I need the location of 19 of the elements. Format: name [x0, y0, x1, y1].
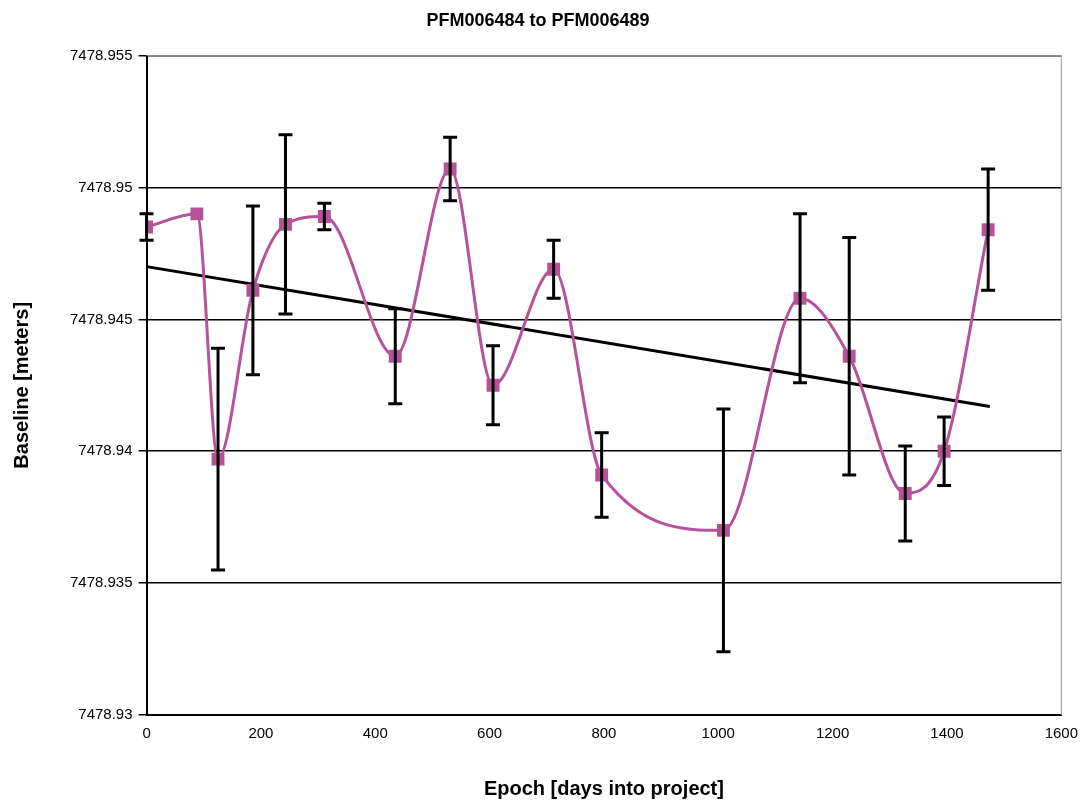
y-tick-label: 7478.95	[78, 177, 133, 195]
point	[190, 207, 204, 221]
x-axis-title: Epoch [days into project]	[483, 776, 724, 799]
y-tick-label: 7478.935	[69, 573, 133, 591]
y-tick-label: 7478.93	[78, 705, 133, 723]
x-tick-label: 200	[248, 724, 274, 742]
x-tick-label: 1200	[815, 724, 850, 742]
x-tick-label: 1600	[1044, 724, 1078, 742]
x-tick-label: 1400	[930, 724, 964, 742]
x-tick-label: 400	[362, 724, 388, 742]
y-tick-label: 7478.94	[78, 441, 133, 459]
x-tick-label: 0	[142, 724, 151, 742]
y-tick-label: 7478.955	[69, 45, 133, 63]
y-tick-label: 7478.945	[69, 309, 133, 327]
chart-title: PFM006484 to PFM006489	[426, 9, 650, 30]
x-tick-label: 800	[591, 724, 617, 742]
x-tick-label: 1000	[701, 724, 735, 742]
x-tick-label: 600	[477, 724, 503, 742]
y-axis-title: Baseline [meters]	[9, 301, 32, 469]
